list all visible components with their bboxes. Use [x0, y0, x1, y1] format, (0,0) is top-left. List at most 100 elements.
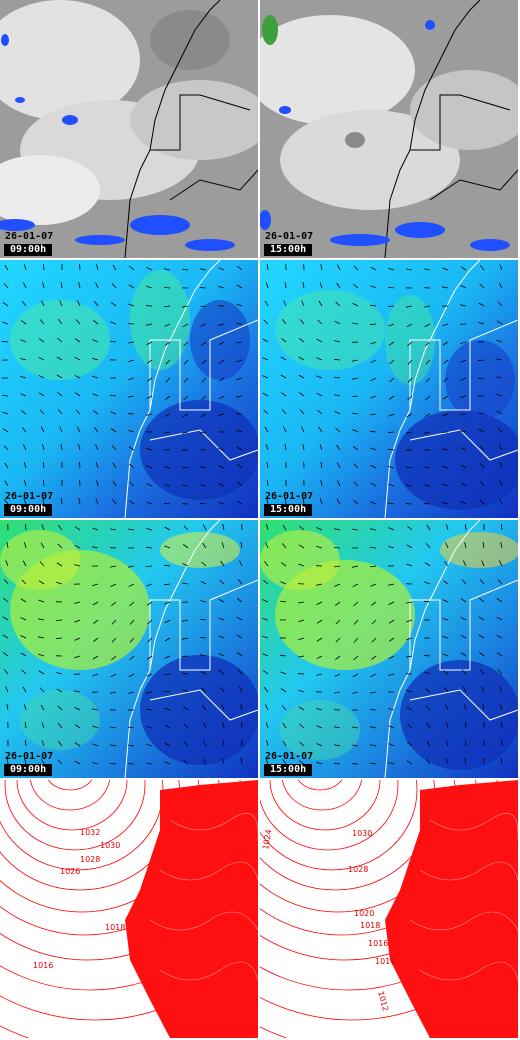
wind-arrow [478, 302, 485, 307]
wind-arrow [424, 268, 431, 271]
wind-arrow [78, 282, 81, 289]
wind-arrow [23, 480, 27, 487]
wind-arrow [23, 462, 27, 469]
wind-arrow [352, 412, 359, 415]
wind-arrow [370, 359, 377, 364]
wind-arrow [110, 744, 117, 747]
wind-arrow [370, 528, 377, 531]
wind-arrow [128, 500, 135, 505]
wind-arrow [96, 480, 99, 487]
wind-arrow [461, 579, 467, 585]
wind-arrow [301, 300, 305, 307]
wind-arrow [316, 375, 323, 379]
wind-arrow [460, 598, 467, 603]
wind-arrow [164, 673, 171, 676]
wind-arrow [460, 266, 467, 271]
wind-arrow [200, 413, 207, 417]
wind-arrow [335, 427, 341, 433]
wind-arrow [389, 359, 395, 365]
date-label: 26-01-07 [265, 751, 314, 762]
wind-arrow [353, 601, 359, 607]
wind-arrow [58, 740, 63, 747]
wind-arrow [353, 481, 359, 487]
wind-arrow [442, 286, 449, 289]
wind-arrow [424, 562, 431, 567]
wind-arrow [2, 634, 9, 639]
wind-arrow [200, 654, 207, 657]
wind-arrow [21, 301, 27, 307]
wind-arrow [370, 691, 377, 694]
wind-arrow [183, 377, 189, 383]
wind-arrow [146, 762, 153, 765]
wind-arrow [201, 687, 207, 693]
wind-arrow [145, 708, 153, 711]
wind-arrow [370, 341, 377, 345]
wind-arrow [501, 523, 503, 531]
wind-arrow [220, 560, 225, 567]
isobar-map: 1032 1030 1028 1026 1018 1016 [0, 780, 258, 1038]
wind-arrow [202, 524, 207, 531]
wind-arrow [112, 498, 117, 505]
wind-arrow [498, 498, 503, 505]
wind-arrow [40, 542, 45, 549]
time-label: 15:00h [264, 764, 313, 776]
wind-arrow [284, 444, 287, 451]
wind-arrow [74, 601, 81, 604]
wind-arrow [499, 264, 503, 271]
wind-arrow [56, 562, 63, 567]
wind-arrow [74, 392, 81, 397]
wind-arrow [446, 740, 449, 747]
wind-arrow [6, 542, 9, 549]
wind-arrow [425, 377, 431, 383]
wind-arrow [92, 743, 99, 747]
isobar-label: 1030 [100, 841, 120, 850]
wind-arrow [164, 761, 171, 765]
wind-arrow [497, 669, 503, 675]
wind-arrow [146, 583, 153, 587]
wind-arrow [281, 543, 287, 549]
wind-arrow [41, 758, 45, 765]
wind-arrow [39, 561, 45, 567]
wind-arrow [388, 655, 395, 660]
wind-arrow [266, 498, 269, 505]
wind-arrow [56, 374, 63, 379]
wind-arrow [146, 323, 153, 326]
wind-arrow [478, 322, 485, 325]
wind-arrow [38, 670, 45, 675]
wind-arrow [42, 498, 45, 505]
wind-arrow [74, 637, 81, 641]
wind-arrow [237, 579, 243, 585]
wind-arrow [442, 636, 449, 639]
wind-arrow [3, 669, 9, 675]
wind-arrow [497, 579, 503, 585]
wind-arrow [370, 744, 377, 747]
wind-arrow [56, 581, 63, 585]
wind-arrow [298, 637, 305, 641]
wind-arrow [3, 499, 9, 505]
wind-arrow [334, 394, 341, 397]
wind-arrow [74, 356, 81, 361]
wind-arrow [388, 413, 395, 417]
wind-arrow [370, 583, 377, 587]
wind-arrow [164, 545, 171, 549]
wind-arrow [442, 465, 449, 469]
wind-arrow [442, 483, 449, 487]
wind-arrow [22, 560, 27, 567]
wind-arrow [129, 619, 135, 625]
wind-arrow [479, 265, 485, 271]
wind-arrow [406, 689, 413, 693]
wind-arrow [23, 264, 27, 271]
wind-arrow [262, 357, 269, 361]
wind-arrow [333, 358, 341, 361]
wind-arrow [407, 341, 413, 347]
wind-arrow [3, 597, 9, 603]
wind-arrow [2, 428, 9, 433]
wind-arrow [165, 377, 171, 383]
wind-arrow [407, 525, 413, 531]
wind-arrow [182, 268, 189, 271]
wind-arrow [352, 359, 359, 362]
wind-arrow [38, 392, 45, 397]
wind-arrow [22, 686, 27, 693]
wind-arrow [426, 524, 431, 531]
wind-arrow [316, 357, 323, 361]
